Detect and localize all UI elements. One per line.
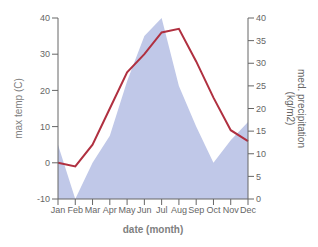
- svg-text:Jun: Jun: [137, 205, 152, 215]
- svg-text:0: 0: [256, 194, 261, 204]
- svg-text:0: 0: [45, 158, 50, 168]
- svg-text:Dec: Dec: [240, 205, 257, 215]
- svg-text:30: 30: [256, 58, 266, 68]
- svg-text:Feb: Feb: [68, 205, 84, 215]
- svg-text:max temp (C): max temp (C): [13, 78, 24, 139]
- svg-text:Sep: Sep: [188, 205, 204, 215]
- svg-text:40: 40: [40, 13, 50, 23]
- svg-text:-10: -10: [37, 194, 50, 204]
- svg-text:35: 35: [256, 36, 266, 46]
- svg-text:Apr: Apr: [103, 205, 117, 215]
- svg-text:date (month): date (month): [123, 224, 184, 235]
- svg-text:Jul: Jul: [156, 205, 168, 215]
- svg-text:20: 20: [40, 86, 50, 96]
- svg-text:20: 20: [256, 104, 266, 114]
- svg-text:med. precipitation(kg/m2): med. precipitation(kg/m2): [285, 69, 307, 148]
- svg-text:5: 5: [256, 172, 261, 182]
- svg-text:Jan: Jan: [51, 205, 66, 215]
- svg-text:10: 10: [256, 149, 266, 159]
- svg-text:Nov: Nov: [223, 205, 240, 215]
- svg-text:30: 30: [40, 49, 50, 59]
- svg-text:10: 10: [40, 122, 50, 132]
- svg-text:Mar: Mar: [85, 205, 101, 215]
- svg-text:25: 25: [256, 81, 266, 91]
- svg-text:May: May: [119, 205, 137, 215]
- svg-text:Oct: Oct: [206, 205, 221, 215]
- svg-text:15: 15: [256, 126, 266, 136]
- svg-text:40: 40: [256, 13, 266, 23]
- svg-text:Aug: Aug: [171, 205, 187, 215]
